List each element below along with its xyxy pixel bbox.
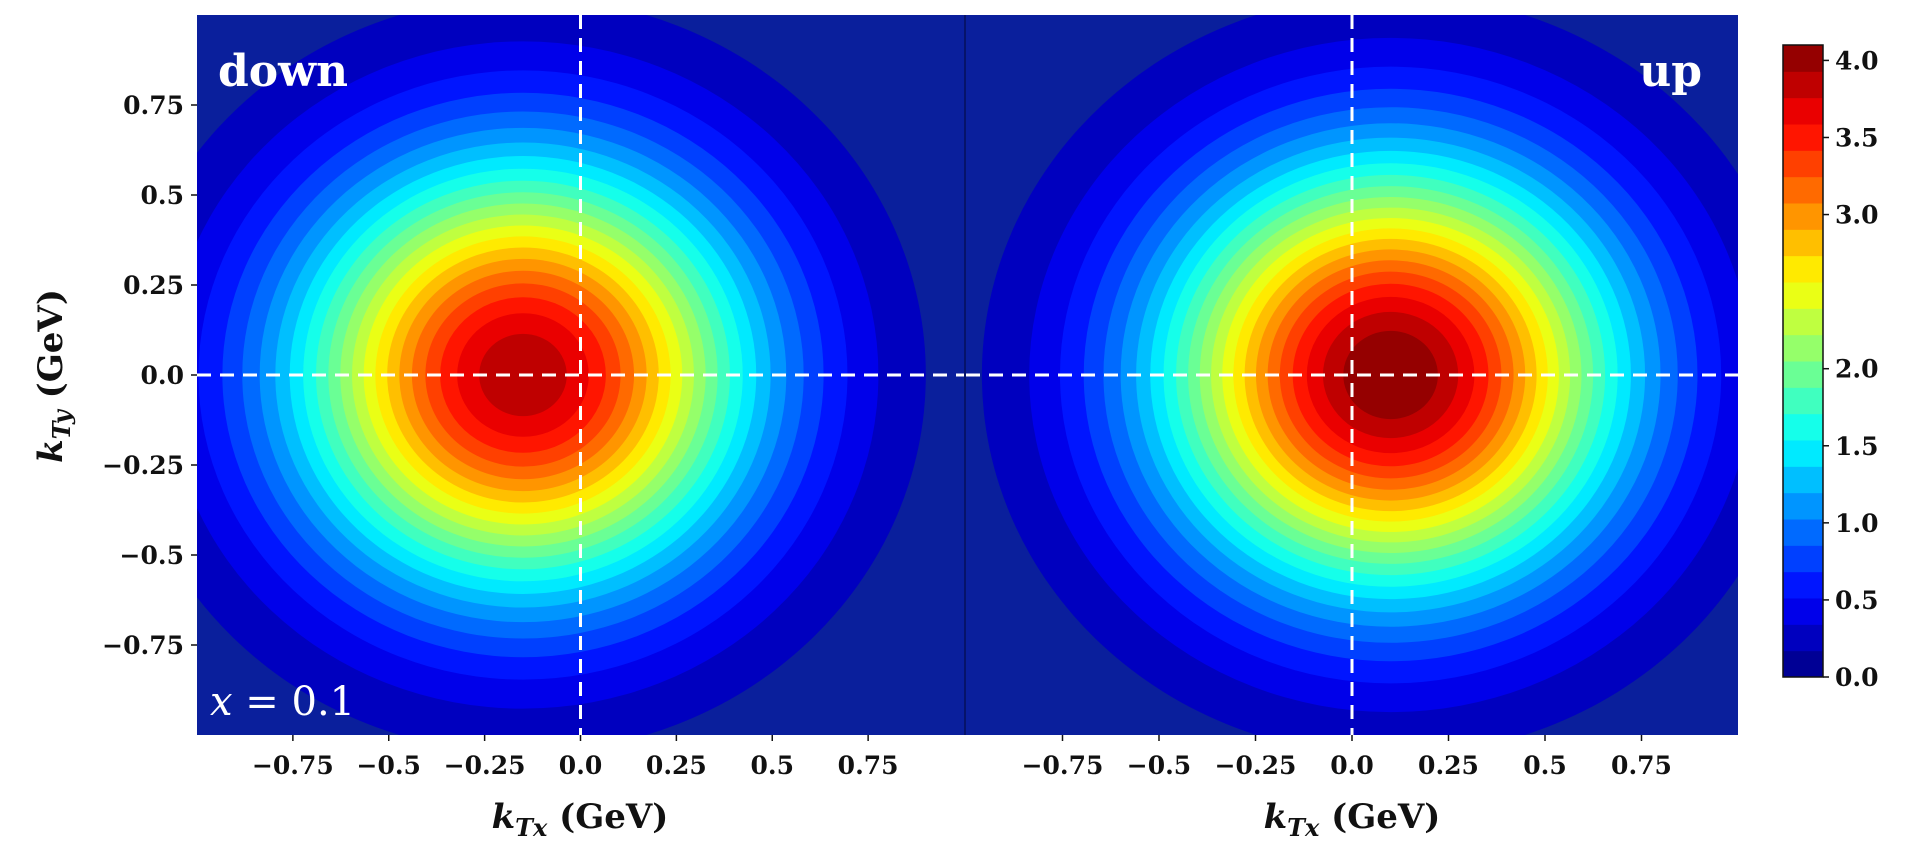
colorbar-segment bbox=[1783, 229, 1823, 257]
y-tick-label: −0.75 bbox=[102, 631, 184, 660]
y-tick-label: −0.5 bbox=[120, 541, 184, 570]
colorbar-segment bbox=[1783, 282, 1823, 309]
x-tick-label: 0.5 bbox=[1523, 751, 1567, 780]
colorbar-tick-label: 3.0 bbox=[1835, 201, 1879, 230]
colorbar-segment bbox=[1783, 650, 1823, 678]
x-tick-label: 0.75 bbox=[1611, 751, 1672, 780]
x-tick-label: −0.25 bbox=[1215, 751, 1297, 780]
colorbar-segment bbox=[1783, 45, 1823, 72]
colorbar-segment bbox=[1783, 361, 1823, 388]
colorbar-tick-label: 4.0 bbox=[1835, 46, 1879, 75]
y-tick-label: 0.5 bbox=[141, 181, 185, 210]
y-tick-label: 0.75 bbox=[123, 91, 184, 120]
y-tick-label: 0.25 bbox=[123, 271, 184, 300]
colorbar-segment bbox=[1783, 624, 1823, 652]
x-tick-label: 0.0 bbox=[559, 751, 603, 780]
colorbar-segment bbox=[1783, 571, 1823, 599]
y-axis-label: kTy (GeV) bbox=[31, 289, 76, 463]
colorbar-segment bbox=[1783, 440, 1823, 467]
colorbar-ticks: 4.0 3.5 3.0 2.0 1.5 1.0 0.5 0.0 bbox=[1823, 46, 1879, 692]
y-tick-label: 0.0 bbox=[141, 361, 185, 390]
panel-up: up bbox=[966, 15, 1738, 735]
x-tick-label: 0.75 bbox=[838, 751, 899, 780]
colorbar-tick-label: 1.5 bbox=[1835, 432, 1879, 461]
contours-up bbox=[981, 15, 1738, 735]
panel-label-up: up bbox=[1639, 46, 1702, 97]
colorbar-segment bbox=[1783, 413, 1823, 441]
colorbar-frame bbox=[1782, 44, 1824, 678]
colorbar-segment bbox=[1783, 492, 1823, 520]
x-tick-label: 0.25 bbox=[1418, 751, 1479, 780]
colorbar-segment bbox=[1783, 203, 1823, 230]
colorbar-tick-label: 0.0 bbox=[1835, 663, 1879, 692]
colorbar-segment bbox=[1783, 176, 1823, 204]
colorbar-tick-label: 3.5 bbox=[1835, 123, 1879, 152]
x-tick-label: −0.75 bbox=[252, 751, 334, 780]
x-tick-label: 0.25 bbox=[646, 751, 707, 780]
colorbar-tick-label: 0.5 bbox=[1835, 586, 1879, 615]
colorbar-segment bbox=[1783, 598, 1823, 625]
panel-label-down: down bbox=[218, 46, 348, 97]
colorbar-segment bbox=[1783, 97, 1823, 125]
colorbar-segment bbox=[1783, 334, 1823, 362]
colorbar-tick-label: 2.0 bbox=[1835, 355, 1879, 384]
colorbar-segment bbox=[1783, 308, 1823, 336]
x-tick-label: 0.0 bbox=[1330, 751, 1374, 780]
colorbar-segment bbox=[1783, 255, 1823, 283]
colorbar-segment bbox=[1783, 387, 1823, 415]
x-axis-label-down: kTx (GeV) bbox=[492, 797, 669, 842]
x-tick-label: −0.5 bbox=[357, 751, 421, 780]
colorbar-segment bbox=[1783, 150, 1823, 178]
colorbar: 4.0 3.5 3.0 2.0 1.5 1.0 0.5 0.0 bbox=[1782, 44, 1879, 692]
x-ticks-up: −0.75 −0.5 −0.25 0.0 0.25 0.5 0.75 bbox=[1022, 735, 1672, 780]
y-ticks: 0.75 0.5 0.25 0.0 −0.25 −0.5 −0.75 bbox=[102, 91, 197, 660]
colorbar-segment bbox=[1783, 124, 1823, 151]
x-ticks-down: −0.75 −0.5 −0.25 0.0 0.25 0.5 0.75 bbox=[252, 735, 899, 780]
panel-down: down x = 0.1 bbox=[197, 15, 964, 735]
x-tick-label: −0.5 bbox=[1127, 751, 1191, 780]
colorbar-segment bbox=[1783, 71, 1823, 99]
colorbar-segment bbox=[1783, 545, 1823, 573]
x-tick-label: 0.5 bbox=[751, 751, 795, 780]
colorbar-segments bbox=[1783, 45, 1823, 678]
colorbar-segment bbox=[1783, 466, 1823, 494]
colorbar-tick-label: 1.0 bbox=[1835, 509, 1879, 538]
colorbar-segment bbox=[1783, 519, 1823, 546]
x-tick-label: −0.75 bbox=[1022, 751, 1104, 780]
x-axis-label-up: kTx (GeV) bbox=[1264, 797, 1441, 842]
annotation-down: x = 0.1 bbox=[210, 679, 355, 725]
x-tick-label: −0.25 bbox=[444, 751, 526, 780]
y-tick-label: −0.25 bbox=[102, 451, 184, 480]
contours-down bbox=[197, 15, 926, 735]
